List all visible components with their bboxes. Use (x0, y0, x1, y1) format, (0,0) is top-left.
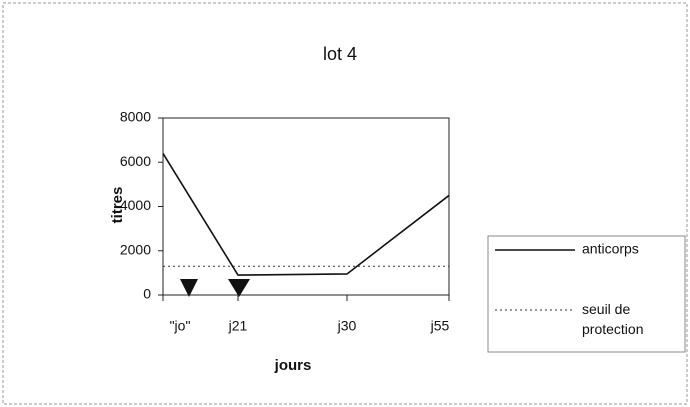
y-tick-label: 6000 (120, 153, 151, 169)
legend-label: anticorps (582, 241, 639, 257)
marker (180, 279, 198, 297)
x-axis-title: jours (274, 357, 312, 374)
series-line (162, 152, 450, 276)
x-tick-label: j55 (430, 318, 450, 334)
x-tick-label: j30 (337, 318, 357, 334)
y-tick-label: 8000 (120, 109, 151, 125)
x-tick-label: j21 (228, 318, 248, 334)
marker (228, 279, 250, 297)
legend-label: seuil de protection (582, 301, 643, 337)
plot-area (162, 117, 450, 296)
y-axis-title: titres (109, 187, 126, 224)
chart-title: lot 4 (323, 44, 357, 64)
x-tick-label: "jo" (170, 318, 191, 334)
y-tick-label: 0 (143, 286, 151, 302)
legend-box (487, 235, 686, 353)
y-tick-label: 2000 (120, 241, 151, 257)
y-tick-label: 4000 (120, 197, 151, 213)
